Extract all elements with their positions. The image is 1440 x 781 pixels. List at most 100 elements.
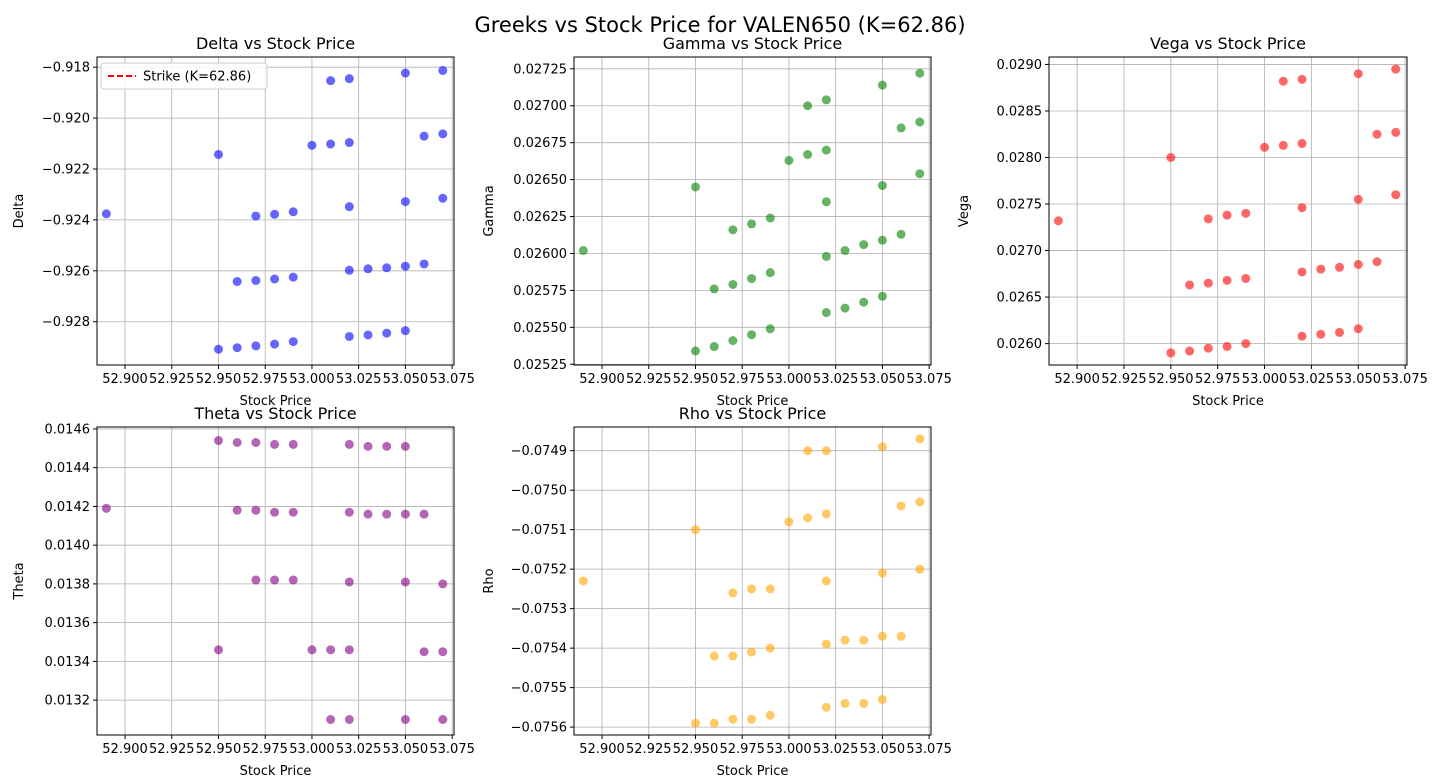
data-point	[1372, 257, 1382, 267]
data-point	[765, 710, 775, 720]
x-tick-label: 53.050	[860, 372, 906, 387]
x-tick-label: 52.900	[1054, 372, 1100, 387]
data-point	[288, 272, 298, 282]
x-axis-label: Stock Price	[717, 394, 789, 409]
data-point	[765, 324, 775, 334]
data-point	[747, 219, 757, 229]
x-axis-label: Stock Price	[1192, 394, 1264, 409]
data-point	[344, 74, 354, 84]
data-point	[1241, 339, 1251, 349]
x-tick-label: 52.950	[196, 742, 242, 757]
data-point	[728, 651, 738, 661]
data-point	[877, 80, 887, 90]
data-point	[877, 631, 887, 641]
y-tick-label: 0.02550	[513, 321, 567, 336]
data-point	[1391, 190, 1401, 200]
data-point	[709, 342, 719, 352]
data-point	[288, 337, 298, 347]
data-point	[859, 240, 869, 250]
data-point	[344, 265, 354, 275]
data-point	[1185, 280, 1195, 290]
data-point	[821, 576, 831, 586]
y-tick-label: −0.0749	[511, 444, 567, 459]
data-point	[251, 437, 261, 447]
y-tick-label: 0.0132	[45, 694, 91, 709]
data-point	[400, 441, 410, 451]
data-point	[363, 264, 373, 274]
y-tick-label: 0.02700	[513, 99, 567, 114]
data-point	[728, 336, 738, 346]
data-point	[1166, 152, 1176, 162]
y-tick-label: −0.0754	[511, 642, 567, 657]
subplot-delta: 52.900 52.925 52.950 52.975 53.000 53.025 53.0…	[12, 34, 475, 409]
data-point	[1297, 267, 1307, 277]
data-point	[344, 439, 354, 449]
data-point	[326, 715, 336, 725]
data-point	[270, 274, 280, 284]
x-axis-label: Stock Price	[240, 394, 312, 409]
data-point	[690, 718, 700, 728]
data-point	[438, 647, 448, 657]
data-point	[840, 246, 850, 256]
data-point	[728, 225, 738, 235]
y-tick-label: −0.922	[42, 163, 90, 178]
data-point	[1166, 348, 1176, 358]
y-tick-label: 0.0134	[45, 655, 91, 670]
data-point	[344, 138, 354, 148]
x-tick-label: 53.075	[906, 742, 952, 757]
data-point	[363, 509, 373, 519]
data-point	[438, 193, 448, 203]
figure-suptitle: Greeks vs Stock Price for VALEN650 (K=62…	[474, 13, 965, 37]
data-point	[803, 446, 813, 456]
subplot-title: Vega vs Stock Price	[1150, 34, 1306, 53]
data-point	[821, 308, 831, 318]
data-point	[877, 694, 887, 704]
data-point	[438, 129, 448, 139]
x-tick-label: 52.975	[1195, 372, 1241, 387]
data-point	[326, 76, 336, 86]
subplot-title: Theta vs Stock Price	[193, 404, 356, 423]
data-point	[915, 564, 925, 574]
data-point	[859, 635, 869, 645]
data-point	[1241, 208, 1251, 218]
y-tick-label: 0.0270	[997, 244, 1043, 259]
x-tick-label: 53.025	[1289, 372, 1335, 387]
y-tick-label: −0.924	[42, 213, 90, 228]
data-point	[765, 213, 775, 223]
data-point	[419, 509, 429, 519]
data-point	[821, 509, 831, 519]
data-point	[578, 246, 588, 256]
subplot-gamma: 52.900 52.925 52.950 52.975 53.000 53.025 53.0…	[482, 34, 952, 409]
data-point	[419, 259, 429, 269]
y-tick-label: −0.928	[42, 315, 90, 330]
y-tick-label: 0.0285	[997, 104, 1043, 119]
data-point	[344, 577, 354, 587]
x-tick-label: 53.075	[429, 742, 475, 757]
data-point	[344, 715, 354, 725]
data-point	[821, 197, 831, 207]
data-point	[896, 229, 906, 239]
data-point	[1297, 74, 1307, 84]
data-point	[270, 575, 280, 585]
x-tick-label: 52.925	[1101, 372, 1147, 387]
data-point	[896, 631, 906, 641]
x-tick-label: 53.000	[766, 742, 812, 757]
data-point	[232, 505, 242, 515]
data-point	[400, 715, 410, 725]
x-tick-label: 52.950	[673, 372, 719, 387]
subplot-theta: 52.900 52.925 52.950 52.975 53.000 53.025 53.0…	[12, 404, 475, 779]
subplots: 52.900 52.925 52.950 52.975 53.000 53.025 53.0…	[12, 34, 1428, 779]
data-point	[270, 209, 280, 219]
data-point	[840, 303, 850, 313]
y-tick-label: −0.0752	[511, 563, 567, 578]
data-point	[270, 507, 280, 517]
data-point	[307, 645, 317, 655]
y-tick-label: 0.0136	[45, 616, 91, 631]
data-point	[288, 207, 298, 217]
data-point	[877, 291, 887, 301]
data-point	[1391, 64, 1401, 74]
data-point	[419, 131, 429, 141]
y-axis-label: Rho	[482, 568, 497, 593]
data-point	[709, 284, 719, 294]
